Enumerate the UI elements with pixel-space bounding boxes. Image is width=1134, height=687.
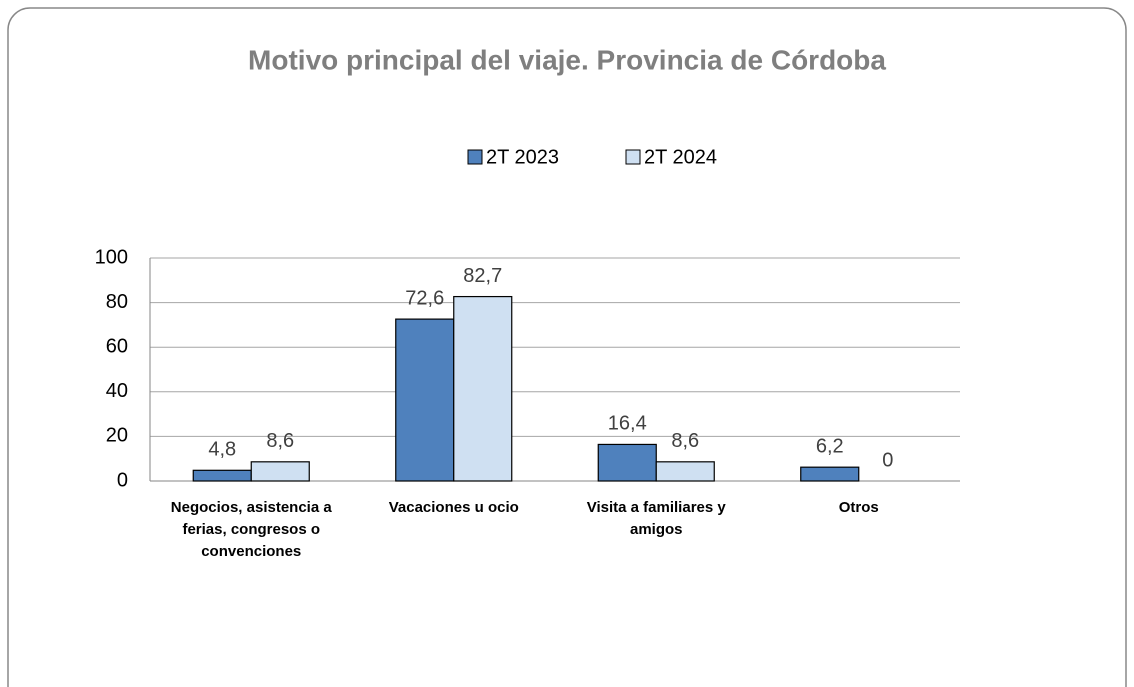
- x-tick-label: Negocios, asistencia a ferias, congresos…: [170, 499, 332, 560]
- legend-label: 2T 2024: [644, 146, 717, 168]
- bar: [655, 461, 715, 482]
- y-tick-label: 40: [106, 380, 128, 402]
- legend-swatch: [467, 149, 483, 165]
- legend-swatch: [625, 149, 641, 165]
- bar: [395, 318, 455, 482]
- data-label: 72,6: [405, 287, 444, 309]
- x-tick-label: Vacaciones u ocio: [388, 499, 519, 516]
- bar: [597, 443, 657, 482]
- data-label: 82,7: [463, 265, 502, 287]
- bar: [250, 461, 310, 482]
- x-tick-label: Visita a familiares y amigos: [586, 499, 726, 538]
- bar: [800, 466, 860, 482]
- data-label: 16,4: [608, 413, 647, 435]
- bar: [192, 469, 252, 482]
- data-label: 8,6: [671, 430, 699, 452]
- y-tick-label: 0: [117, 469, 128, 491]
- y-tick-label: 20: [106, 425, 128, 447]
- y-tick-label: 80: [106, 291, 128, 313]
- bar: [453, 295, 513, 482]
- y-tick-label: 100: [95, 246, 128, 268]
- data-label: 4,8: [208, 439, 236, 461]
- data-label: 6,2: [816, 435, 844, 457]
- data-label: 8,6: [266, 430, 294, 452]
- x-tick-label: Otros: [838, 499, 879, 516]
- data-label: 0: [882, 449, 893, 471]
- legend-label: 2T 2023: [486, 146, 559, 168]
- y-tick-label: 60: [106, 335, 128, 357]
- chart-title: Motivo principal del viaje. Provincia de…: [248, 44, 886, 75]
